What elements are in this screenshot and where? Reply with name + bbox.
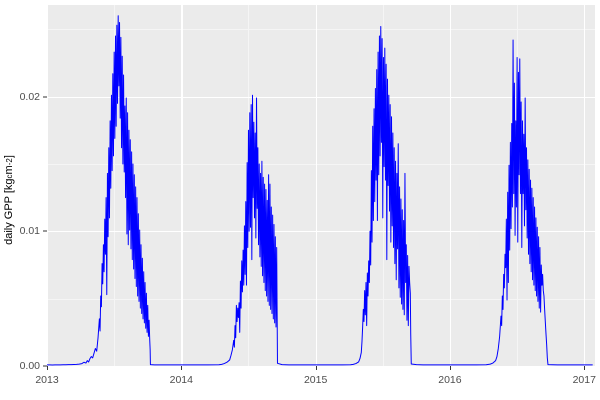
gridline-minor-vertical — [114, 5, 116, 366]
y-tick-label: 0.00 — [19, 360, 40, 372]
y-tick-mark — [43, 96, 47, 98]
gridline-major-vertical — [584, 5, 586, 366]
y-axis-tick-labels: 0.00 0.01 0.02 — [6, 0, 40, 400]
x-tick-label: 2015 — [303, 374, 328, 386]
plot-panel — [47, 5, 595, 366]
y-tick-label: 0.02 — [19, 90, 40, 103]
y-tick-mark — [43, 365, 47, 367]
gridline-minor-horizontal — [47, 29, 595, 31]
x-tick-label: 2013 — [35, 374, 59, 386]
x-tick-mark — [47, 366, 48, 370]
gridline-minor-horizontal — [47, 163, 595, 165]
y-tick-mark — [43, 230, 47, 232]
x-tick-mark — [181, 366, 183, 370]
x-tick-label: 2014 — [169, 374, 193, 386]
y-tick-label: 0.01 — [19, 225, 40, 238]
gridline-major-vertical — [315, 5, 317, 366]
x-tick-label: 2017 — [572, 374, 596, 386]
gridline-major-vertical — [47, 5, 49, 366]
x-tick-mark — [315, 366, 317, 370]
gridline-minor-horizontal — [47, 298, 595, 300]
gridline-major-horizontal — [47, 96, 595, 98]
gridline-major-vertical — [449, 5, 452, 366]
series-layer — [47, 15, 593, 366]
gridline-major-vertical — [181, 5, 183, 366]
gridline-major-horizontal — [47, 231, 595, 233]
x-tick-label: 2016 — [438, 374, 462, 386]
x-tick-mark — [584, 366, 586, 370]
series-line-daily-gpp — [47, 15, 593, 366]
x-tick-mark — [449, 366, 451, 370]
